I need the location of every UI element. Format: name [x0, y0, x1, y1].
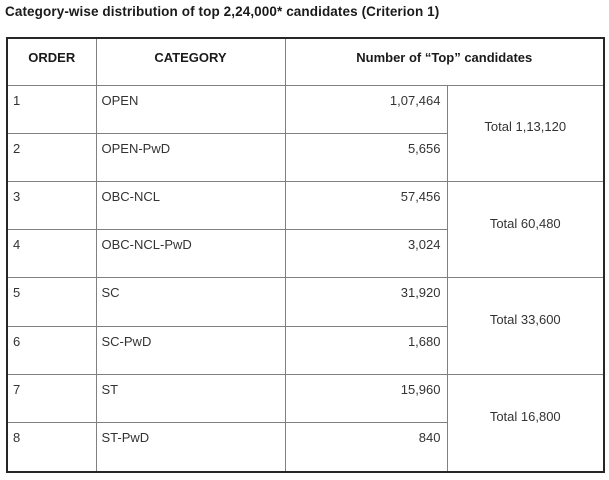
category-cell: OBC-NCL-PwD — [95, 229, 286, 279]
header-category: CATEGORY — [95, 37, 286, 86]
order-cell: 5 — [6, 277, 97, 327]
group-total-cell: Total 16,800 — [446, 373, 605, 473]
count-cell: 57,456 — [284, 180, 448, 231]
order-cell: 4 — [6, 229, 97, 279]
count-cell: 1,680 — [284, 325, 448, 375]
category-cell: OPEN-PwD — [95, 132, 286, 182]
category-cell: OBC-NCL — [95, 180, 286, 231]
table-row: 1 OPEN 1,07,464 Total 1,13,120 — [6, 84, 605, 182]
header-count: Number of “Top” candidates — [284, 37, 605, 86]
count-cell: 840 — [284, 422, 448, 473]
table-row: 5 SC 31,920 Total 33,600 — [6, 277, 605, 375]
order-cell: 8 — [6, 422, 97, 473]
table-row: 3 OBC-NCL 57,456 Total 60,480 — [6, 180, 605, 279]
table-row: 8 ST-PwD 840 — [6, 422, 604, 473]
table-row: 4 OBC-NCL-PwD 3,024 — [6, 229, 604, 279]
order-cell: 7 — [6, 373, 97, 424]
order-cell: 6 — [6, 325, 97, 375]
table-row: 7 ST 15,960 Total 16,800 — [6, 373, 605, 473]
category-cell: SC-PwD — [95, 325, 286, 375]
category-cell: ST-PwD — [95, 422, 286, 473]
order-cell: 1 — [6, 84, 97, 134]
group-total-cell: Total 33,600 — [446, 277, 605, 375]
group-total-cell: Total 1,13,120 — [446, 84, 605, 182]
order-cell: 3 — [6, 180, 97, 231]
count-cell: 3,024 — [284, 229, 448, 279]
table-header-row: ORDER CATEGORY Number of “Top” candidate… — [6, 37, 605, 86]
count-cell: 5,656 — [284, 132, 448, 182]
category-cell: ST — [95, 373, 286, 424]
count-cell: 31,920 — [284, 277, 448, 327]
page-title: Category-wise distribution of top 2,24,0… — [5, 4, 440, 19]
table-row: 2 OPEN-PwD 5,656 — [6, 132, 604, 182]
order-cell: 2 — [6, 132, 97, 182]
count-cell: 1,07,464 — [284, 84, 448, 134]
category-cell: SC — [95, 277, 286, 327]
count-cell: 15,960 — [284, 373, 448, 424]
header-order: ORDER — [6, 37, 97, 86]
category-cell: OPEN — [95, 84, 286, 134]
group-total-cell: Total 60,480 — [446, 180, 605, 279]
category-distribution-table: ORDER CATEGORY Number of “Top” candidate… — [6, 37, 605, 473]
